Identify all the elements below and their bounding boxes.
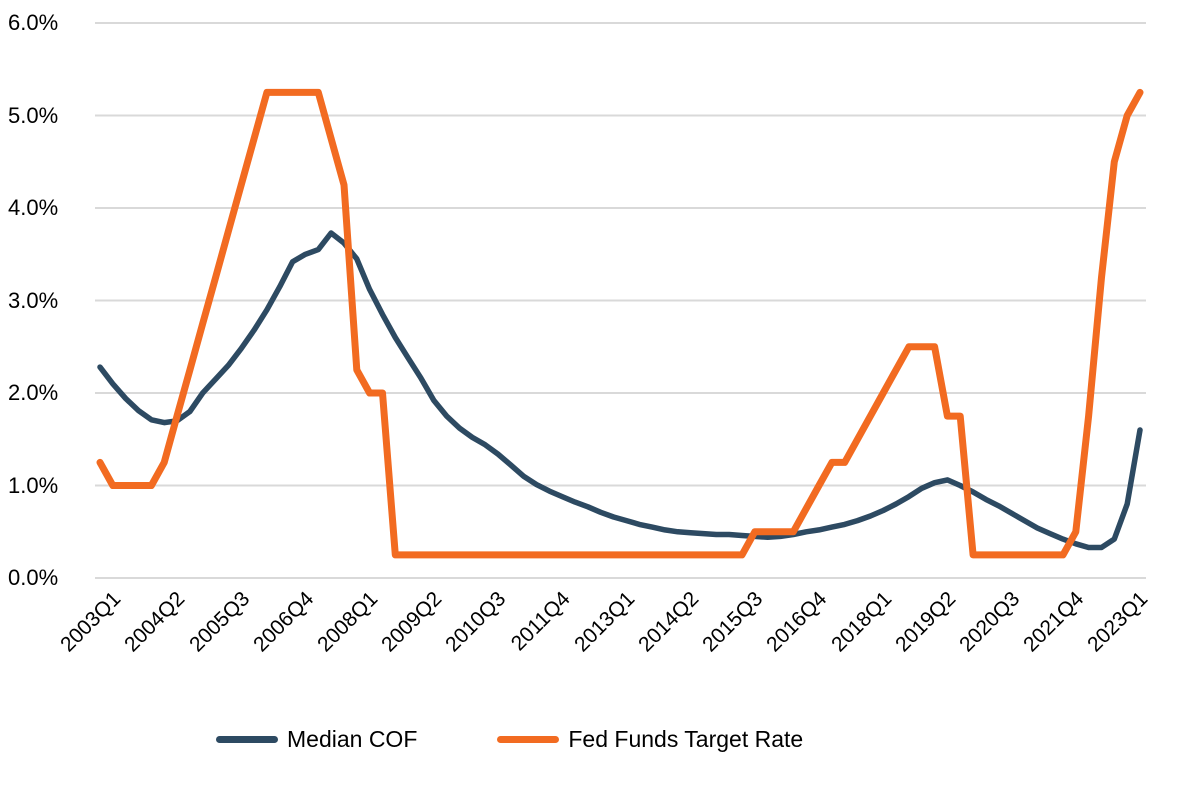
fed-funds-line-swatch	[497, 736, 560, 743]
legend-label-fed-funds: Fed Funds Target Rate	[568, 726, 804, 752]
y-axis-tick-label: 0.0%	[8, 565, 59, 590]
y-axis-tick-label: 6.0%	[8, 10, 59, 35]
median-cof-line-swatch	[216, 736, 278, 743]
plot-area	[95, 22, 1146, 579]
y-axis-tick-label: 3.0%	[8, 287, 59, 313]
legend-label-median-cof: Median COF	[287, 726, 418, 752]
legend: Median COF Fed Funds Target Rate	[216, 726, 803, 753]
series-line-median-cof	[97, 230, 1143, 551]
y-axis-tick-label: 1.0%	[8, 472, 59, 498]
legend-item-median-cof: Median COF	[216, 726, 417, 753]
legend-item-fed-funds: Fed Funds Target Rate	[497, 726, 803, 753]
y-axis-tick-label: 4.0%	[8, 195, 59, 220]
series-line-fed-funds-target-rate	[96, 88, 1144, 559]
y-axis-tick-label: 5.0%	[8, 102, 59, 128]
y-axis-tick-label: 2.0%	[8, 380, 59, 405]
